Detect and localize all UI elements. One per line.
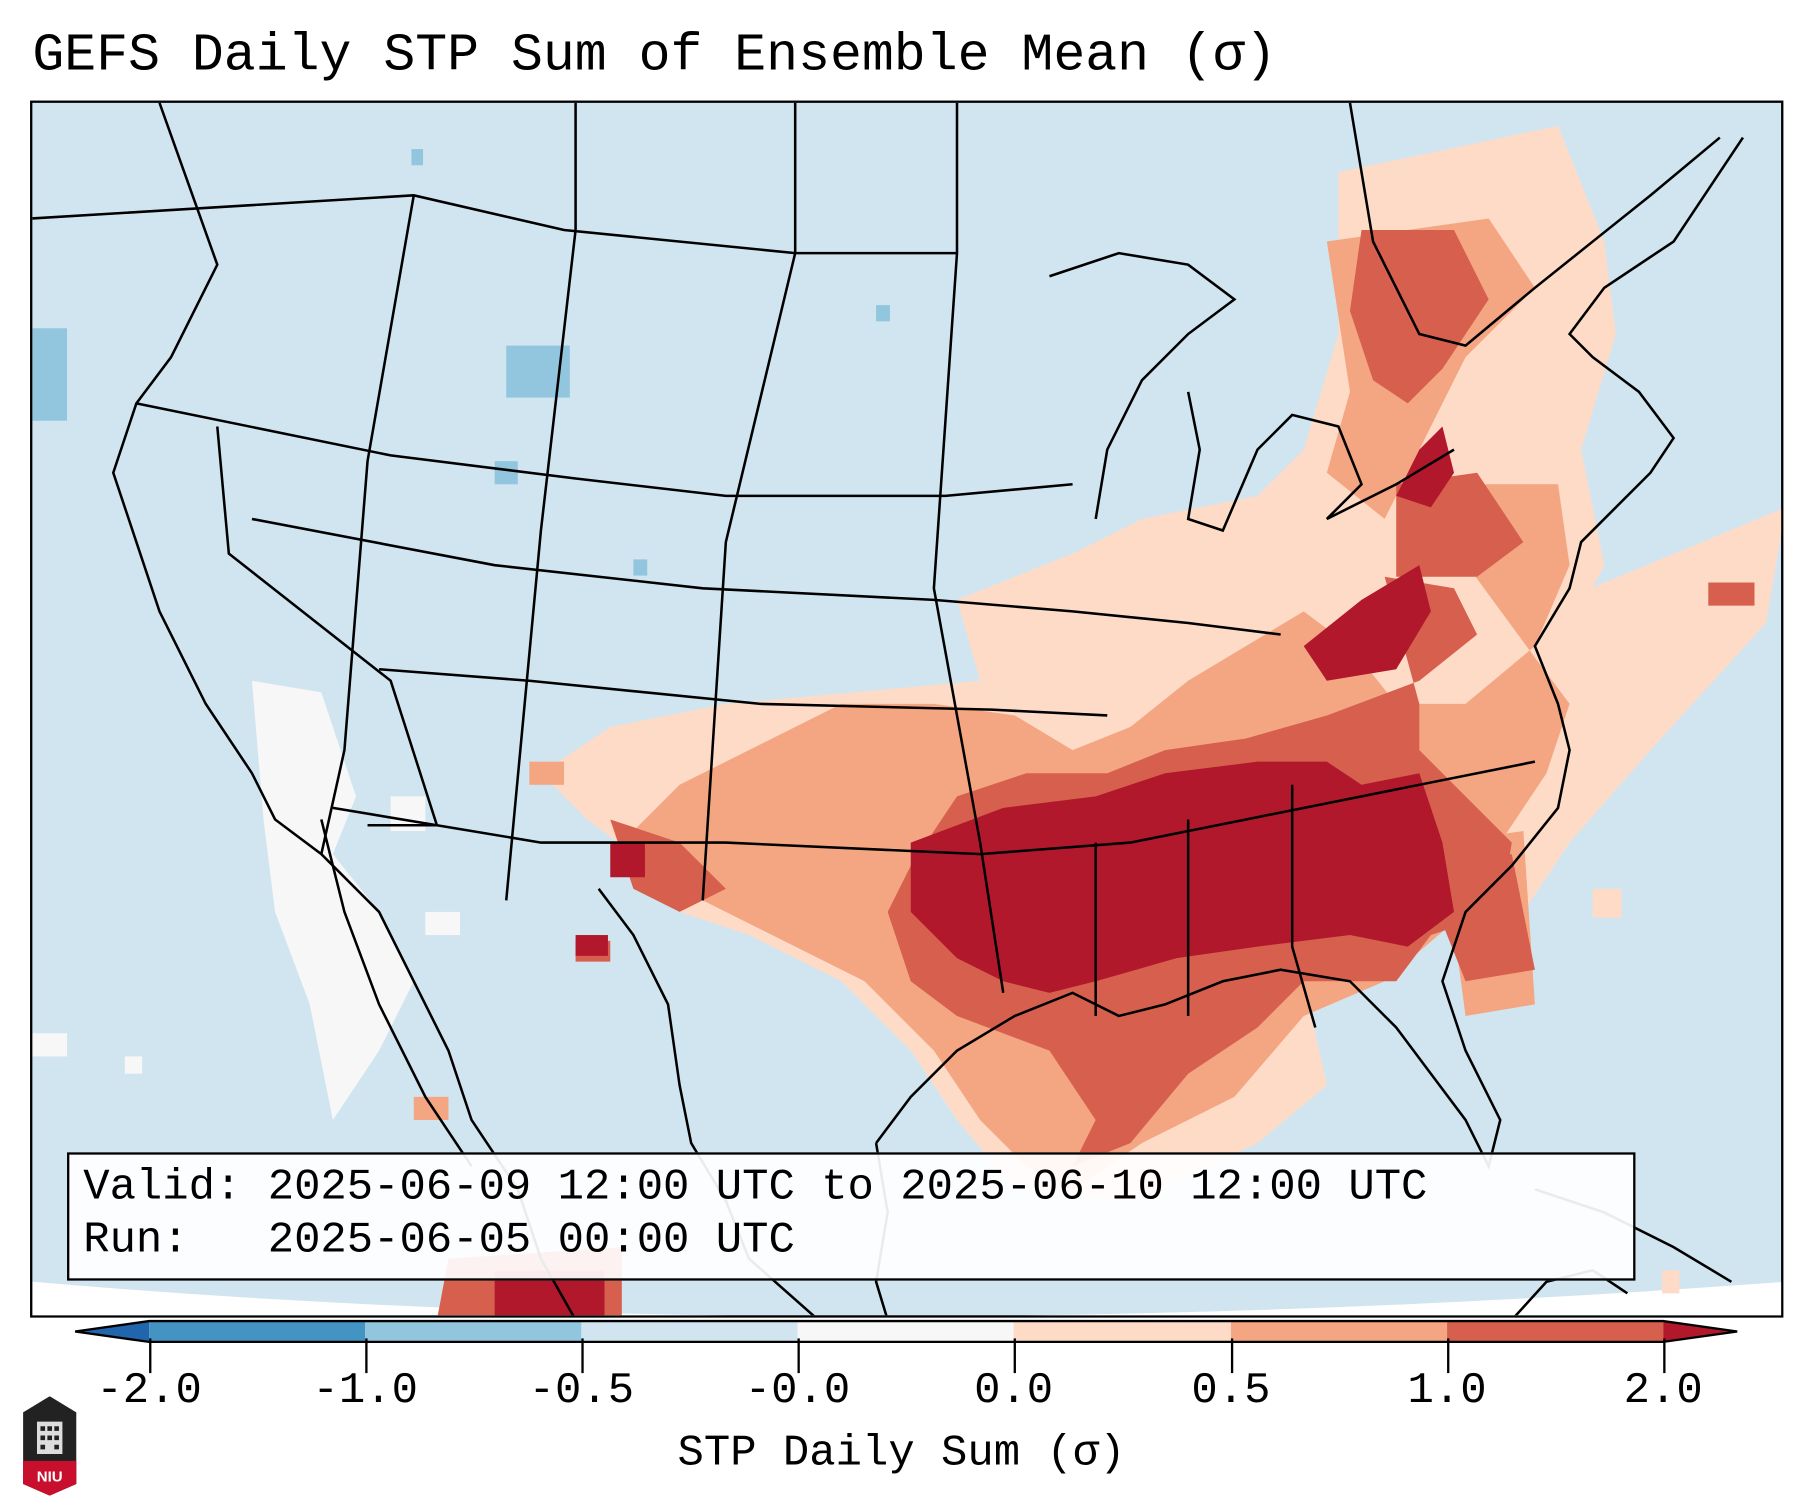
colorbar-tick-label: 0.5	[1191, 1366, 1271, 1416]
colorbar-segment	[1013, 1321, 1231, 1342]
colorbar-tick-label: 0.0	[974, 1366, 1054, 1416]
border-row-4	[332, 760, 1536, 856]
gulf-atlantic-coastline	[875, 136, 1745, 1170]
run-time: Run: 2025-06-05 00:00 UTC	[83, 1215, 795, 1266]
colorbar-tick	[1013, 1338, 1016, 1374]
colorbar-tick	[1663, 1338, 1665, 1374]
mountain-line-2	[701, 102, 797, 901]
colorbar-tick-label: 2.0	[1623, 1366, 1703, 1416]
mountain-line-1	[504, 102, 577, 901]
colorbar-tick	[149, 1338, 151, 1374]
colorbar-segment	[581, 1321, 798, 1342]
great-lakes	[1049, 251, 1237, 520]
boundaries	[32, 102, 1745, 1316]
svg-text:NIU: NIU	[37, 1469, 63, 1486]
colorbar-outline	[74, 1319, 1738, 1344]
colorbar-tick	[581, 1338, 584, 1374]
colorbar-tick	[1447, 1338, 1449, 1374]
colorbar-segment	[1447, 1321, 1664, 1342]
colorbar-segment	[149, 1321, 366, 1342]
border-row-3	[379, 667, 1108, 717]
colorbar-extend-low	[75, 1321, 150, 1342]
niu-logo: NIU	[23, 1396, 77, 1496]
colorbar-label: STP Daily Sum (σ)	[677, 1428, 1126, 1479]
colorbar-tick	[1230, 1338, 1233, 1374]
domain-edge	[32, 1281, 1782, 1316]
baja-coast	[320, 819, 473, 1167]
anomaly-above-2	[494, 426, 1454, 1316]
pacific-coastline	[111, 102, 575, 1316]
colorbar-tick-label: -1.0	[312, 1366, 418, 1416]
colorbar-extend-high	[1663, 1321, 1738, 1342]
colorbar-segment	[365, 1321, 582, 1342]
negative-anomaly	[32, 149, 890, 576]
near-zero-anomaly	[32, 680, 461, 1120]
colorbar-tick	[797, 1338, 800, 1374]
canada-border	[32, 194, 958, 255]
border-row-2	[251, 517, 1281, 636]
map-panel	[30, 100, 1784, 1318]
west-state-lines	[216, 426, 439, 827]
figure-title: GEFS Daily STP Sum of Ensemble Mean (σ)	[32, 25, 1277, 86]
anomaly-field	[32, 102, 1782, 1316]
colorbar	[74, 1319, 1738, 1344]
st-lawrence	[1348, 102, 1721, 347]
colorbar-tick-label: 1.0	[1407, 1366, 1487, 1416]
colorbar-segment	[1230, 1321, 1448, 1342]
plains-line	[932, 102, 1005, 994]
idaho-nevada-line	[320, 195, 416, 855]
border-row-1	[136, 402, 1073, 498]
southeast-state-lines	[1094, 784, 1317, 1028]
great-lakes-2	[1186, 391, 1455, 533]
colorbar-tick-label: -2.0	[96, 1366, 202, 1416]
colorbar-tick-label: -0.5	[528, 1366, 635, 1416]
colorbar-tick	[365, 1338, 367, 1374]
valid-time: Valid: 2025-06-09 12:00 UTC to 2025-06-1…	[83, 1162, 1428, 1213]
colorbar-tick-label: -0.0	[744, 1366, 851, 1416]
colorbar-segment	[797, 1321, 1014, 1342]
validity-info-box: Valid: 2025-06-09 12:00 UTC to 2025-06-1…	[67, 1152, 1636, 1281]
